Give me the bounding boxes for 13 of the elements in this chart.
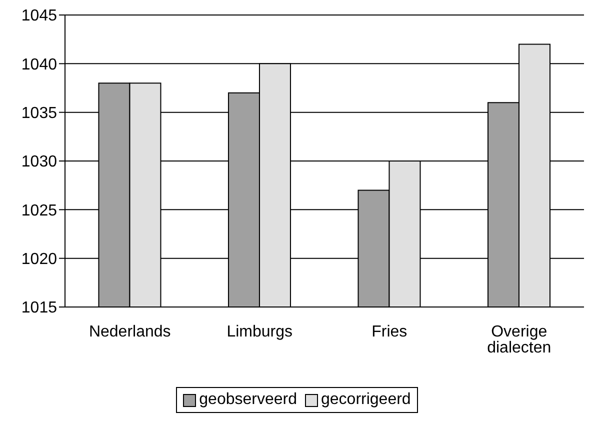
y-tick-label: 1015 xyxy=(21,300,58,317)
x-tick-label: Limburgs xyxy=(226,323,293,340)
x-tick-label: Overige dialecten xyxy=(487,323,552,356)
legend-label: geobserveerd xyxy=(198,391,297,409)
y-tick-label: 1025 xyxy=(21,202,58,220)
y-tick-label: 1040 xyxy=(21,56,58,74)
x-tick-label: Nederlands xyxy=(88,323,171,340)
y-tick-label: 1020 xyxy=(21,251,58,268)
x-tick-label: Fries xyxy=(372,323,408,340)
y-tick-label: 1030 xyxy=(21,154,58,171)
legend-label: gecorrigeerd xyxy=(320,391,411,409)
y-tick-label: 1035 xyxy=(21,105,58,122)
y-tick-label: 1045 xyxy=(21,8,58,25)
